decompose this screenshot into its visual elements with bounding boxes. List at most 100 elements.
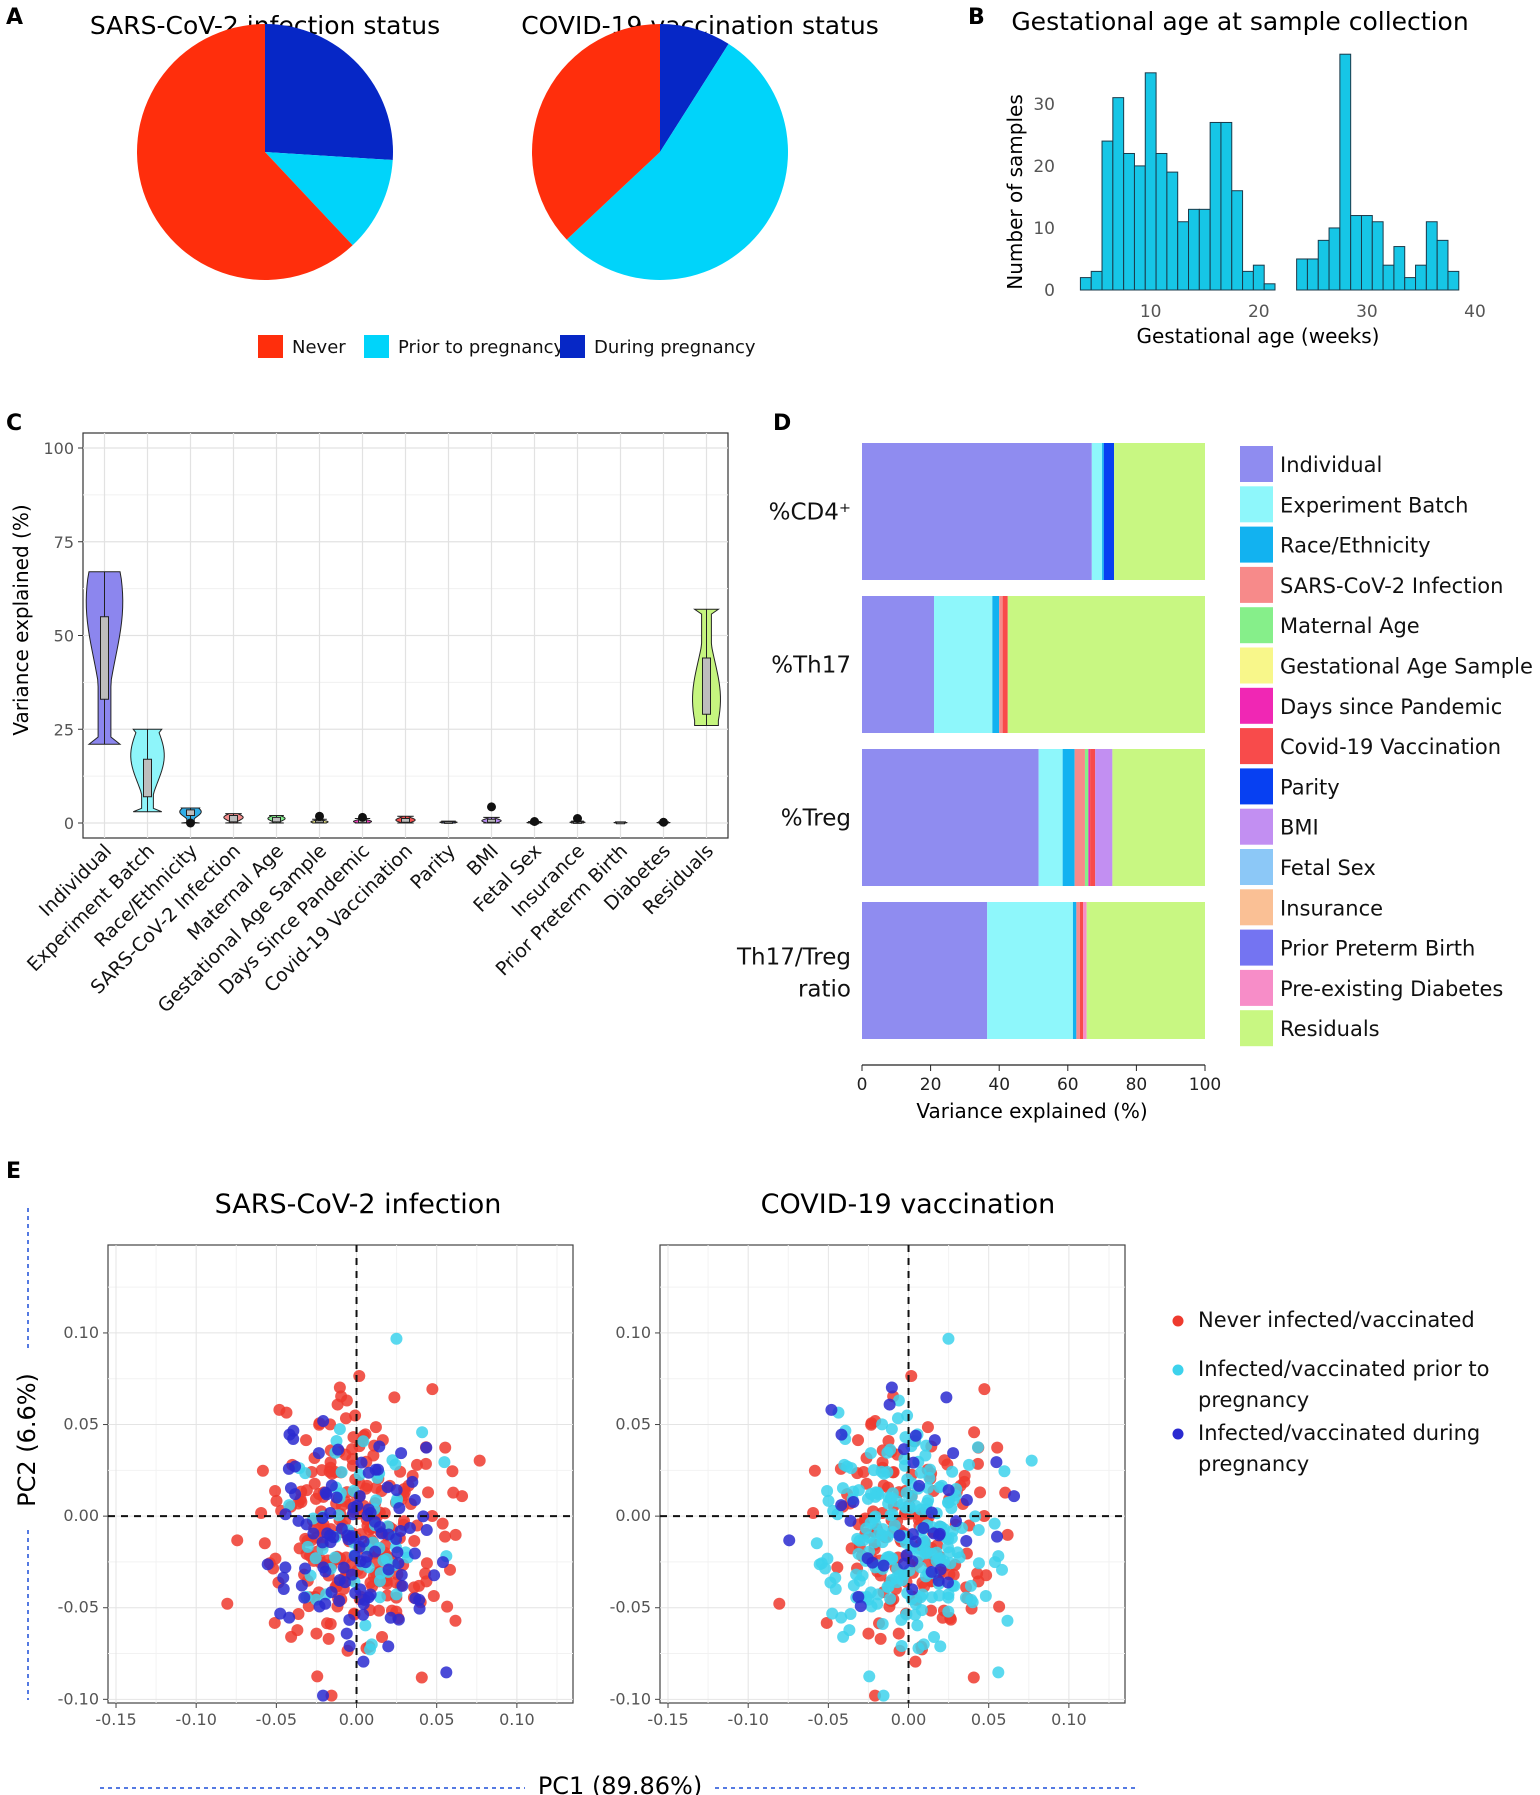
scatter-infection-point-infected-vaccinated-during-pregnancy — [319, 1486, 332, 1499]
scatter-infection-point-infected-vaccinated-during-pregnancy — [395, 1447, 408, 1460]
scatter-infection-point-never-infected-vaccinated — [426, 1509, 439, 1522]
pie-vaccination-slice-during-pregnancy — [660, 24, 729, 152]
scatter-vaccination-point-never-infected-vaccinated — [773, 1597, 786, 1610]
scatter-vaccination-point-infected-vaccinated-prior-to-pregnancy — [920, 1439, 933, 1452]
scatter-vaccination-point-never-infected-vaccinated — [993, 1600, 1006, 1613]
scatter-vaccination-point-infected-vaccinated-prior-to-pregnancy — [911, 1619, 924, 1632]
hist-bar — [1306, 258, 1319, 291]
scatter-infection-point-never-infected-vaccinated — [420, 1557, 433, 1570]
scatter-vaccination-point-infected-vaccinated-prior-to-pregnancy — [944, 1557, 957, 1570]
violin-outlier-diabetes — [659, 817, 668, 827]
scatter-infection-point-infected-vaccinated-during-pregnancy — [392, 1557, 405, 1570]
panel-letter-e: E — [6, 1159, 21, 1184]
scatter-vaccination-point-never-infected-vaccinated — [938, 1454, 951, 1467]
scatter-infection-point-never-infected-vaccinated — [300, 1434, 313, 1447]
scatter-infection-point-infected-vaccinated-during-pregnancy — [357, 1597, 370, 1610]
stacked-xtick: 40 — [988, 1075, 1010, 1095]
stacked-seg-parity — [1103, 443, 1115, 580]
scatter-infection-point-infected-vaccinated-during-pregnancy — [413, 1593, 426, 1606]
scatter-infection-point-infected-vaccinated-during-pregnancy — [355, 1456, 368, 1469]
hist-bar — [1220, 121, 1233, 291]
scatter-infection-point-never-infected-vaccinated — [308, 1477, 321, 1490]
scatter-infection-point-infected-vaccinated-during-pregnancy — [277, 1583, 290, 1596]
pie-infection — [137, 24, 393, 280]
stacked-legend-label-insurance: Insurance — [1280, 896, 1383, 920]
scatter-infection-point-never-infected-vaccinated — [221, 1597, 234, 1610]
scatter-infection-point-never-infected-vaccinated — [415, 1671, 428, 1684]
scatter-vaccination-point-never-infected-vaccinated — [974, 1486, 987, 1499]
panel-letter-a: A — [6, 5, 23, 30]
violin-box-maternal-age — [272, 816, 281, 823]
scatter-legend-label-infected-vaccinated-prior-to: Infected/vaccinated prior to — [1198, 1357, 1490, 1381]
scatter-infection-point-infected-vaccinated-prior-to-pregnancy — [359, 1619, 372, 1632]
scatter-vaccination-point-infected-vaccinated-prior-to-pregnancy — [900, 1608, 913, 1621]
stacked-legend-swatch-maternal-age — [1240, 607, 1273, 644]
scatter-infection-point-never-infected-vaccinated — [419, 1567, 432, 1580]
stacked-seg-experiment-batch — [1038, 749, 1063, 886]
stacked-legend-label-prior-preterm-birth: Prior Preterm Birth — [1280, 937, 1475, 961]
scatter-vaccination-point-infected-vaccinated-during-pregnancy — [861, 1552, 874, 1565]
scatter-vaccination-point-infected-vaccinated-prior-to-pregnancy — [988, 1517, 1001, 1530]
scatter-xlabel: PC1 (89.86%) — [538, 1772, 702, 1795]
scatter-vaccination-xtick: -0.05 — [808, 1710, 849, 1729]
scatter-vaccination-point-infected-vaccinated-during-pregnancy — [1008, 1490, 1021, 1503]
scatter-vaccination-point-never-infected-vaccinated — [924, 1604, 937, 1617]
scatter-infection-point-infected-vaccinated-during-pregnancy — [343, 1613, 356, 1626]
scatter-infection-point-infected-vaccinated-during-pregnancy — [440, 1666, 453, 1679]
violin-box-covid-19-vaccination — [401, 818, 410, 823]
scatter-infection-point-infected-vaccinated-during-pregnancy — [324, 1507, 337, 1520]
scatter-vaccination-point-infected-vaccinated-prior-to-pregnancy — [919, 1547, 932, 1560]
stacked-legend-label-maternal-age: Maternal Age — [1280, 614, 1420, 638]
stacked-legend-swatch-parity — [1240, 768, 1273, 805]
stacked-xtick: 60 — [1057, 1075, 1079, 1095]
scatter-vaccination-point-infected-vaccinated-during-pregnancy — [934, 1563, 947, 1576]
scatter-vaccination-point-infected-vaccinated-prior-to-pregnancy — [860, 1590, 873, 1603]
scatter-infection-point-never-infected-vaccinated — [388, 1391, 401, 1404]
scatter-infection-point-never-infected-vaccinated — [339, 1412, 352, 1425]
scatter-vaccination-point-infected-vaccinated-prior-to-pregnancy — [881, 1446, 894, 1459]
scatter-vaccination-point-infected-vaccinated-during-pregnancy — [852, 1590, 865, 1603]
stacked-xtick: 0 — [857, 1075, 868, 1095]
scatter-infection-point-infected-vaccinated-during-pregnancy — [287, 1433, 300, 1446]
scatter-legend-label-infected-vaccinated-during: Infected/vaccinated during — [1198, 1421, 1480, 1445]
stacked-row-label: ratio — [798, 977, 851, 1003]
pie-legend-label-prior-to-pregnancy: Prior to pregnancy — [398, 337, 565, 358]
hist-bar — [1296, 258, 1308, 291]
scatter-vaccination-point-never-infected-vaccinated — [909, 1655, 922, 1668]
pie-legend-label-never: Never — [292, 337, 346, 358]
scatter-vaccination: -0.15 -0.10 -0.05 0.00 0.05 0.10 -0.10 -0.05 0.0… — [610, 1244, 1126, 1729]
stacked-xtick: 100 — [1189, 1075, 1221, 1095]
scatter-vaccination-point-infected-vaccinated-prior-to-pregnancy — [928, 1631, 941, 1644]
scatter-infection-xtick: 0.00 — [339, 1710, 375, 1729]
scatter-infection-point-infected-vaccinated-during-pregnancy — [395, 1568, 408, 1581]
scatter-vaccination-point-infected-vaccinated-prior-to-pregnancy — [1025, 1454, 1038, 1467]
scatter-vaccination-point-infected-vaccinated-prior-to-pregnancy — [909, 1597, 922, 1610]
stacked-legend-swatch-pre-existing-diabetes — [1240, 969, 1273, 1006]
hist-bar — [1112, 97, 1125, 291]
stacked-legend-label-bmi: BMI — [1280, 816, 1319, 840]
stacked-seg-bmi — [1095, 749, 1113, 886]
scatter-vaccination-point-infected-vaccinated-during-pregnancy — [883, 1398, 896, 1411]
scatter-infection-point-never-infected-vaccinated — [280, 1406, 293, 1419]
scatter-infection-point-infected-vaccinated-during-pregnancy — [391, 1546, 404, 1559]
panel-a-pies: SARS-CoV-2 infection status COVID-19 vac… — [90, 11, 879, 358]
scatter-vaccination-point-infected-vaccinated-prior-to-pregnancy — [951, 1546, 964, 1559]
stacked-seg-individual — [862, 749, 1039, 886]
scatter-vaccination-point-infected-vaccinated-during-pregnancy — [877, 1559, 890, 1572]
scatter-vaccination-point-infected-vaccinated-prior-to-pregnancy — [996, 1563, 1009, 1576]
stacked-seg-race-ethnicity — [1072, 902, 1077, 1039]
scatter-vaccination-point-infected-vaccinated-prior-to-pregnancy — [877, 1689, 890, 1702]
scatter-vaccination-point-infected-vaccinated-during-pregnancy — [847, 1496, 860, 1509]
stacked-seg-sars-cov-2-infection — [999, 596, 1003, 733]
scatter-infection-point-infected-vaccinated-during-pregnancy — [317, 1561, 330, 1574]
scatter-legend-dot-never-infected-vaccinated — [1172, 1315, 1184, 1327]
scatter-infection-point-never-infected-vaccinated — [258, 1537, 271, 1550]
scatter-vaccination-point-infected-vaccinated-prior-to-pregnancy — [836, 1482, 849, 1495]
scatter-infection-point-infected-vaccinated-during-pregnancy — [390, 1484, 403, 1497]
stacked-xtick: 20 — [920, 1075, 942, 1095]
scatter-infection-point-never-infected-vaccinated — [422, 1486, 435, 1499]
stacked-legend-label-gestational-age-sample: Gestational Age Sample — [1280, 655, 1533, 679]
scatter-infection-point-never-infected-vaccinated — [353, 1369, 366, 1382]
hist-bar — [1447, 270, 1460, 291]
